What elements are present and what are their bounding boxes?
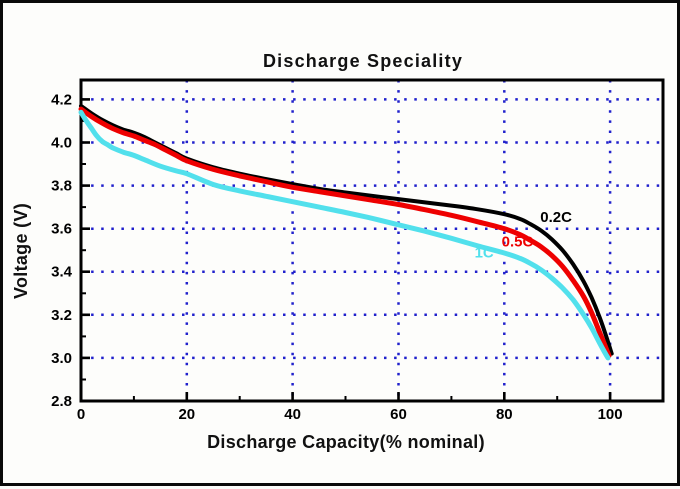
x-tick-label: 100 [598,406,623,423]
y-tick-label: 2.8 [51,393,72,410]
y-tick-labels: 2.8 3.0 3.2 3.4 3.6 3.8 4.0 4.2 [51,91,73,410]
y-tick-label: 3.4 [51,264,73,281]
series-curve-0.5C [78,106,612,359]
y-tick-label: 3.2 [51,307,72,324]
axis-ticks [79,98,612,403]
y-tick-label: 3.0 [51,350,72,367]
x-axis-label: Discharge Capacity(% nominal) [207,432,485,452]
x-tick-label: 20 [178,406,195,423]
series-label-0.5C: 0.5C [502,234,534,251]
x-tick-label: 60 [390,406,407,423]
y-tick-label: 3.8 [51,178,72,195]
x-tick-labels: 0 20 40 60 80 100 [77,406,623,423]
series-curve-1C [78,109,611,361]
series-annotations: 0.2C 0.5C 1C [475,209,573,261]
y-tick-label: 4.2 [51,91,72,108]
x-tick-label: 40 [284,406,301,423]
discharge-curve-chart: 0 20 40 60 80 100 2.8 3.0 3.2 3.4 3.6 3.8 4.0 4.2 0.… [11,51,665,452]
y-tick-label: 3.6 [51,221,72,238]
chart-title: Discharge Speciality [263,51,463,71]
series-label-1C: 1C [475,244,494,261]
y-tick-label: 4.0 [51,135,72,152]
x-tick-label: 80 [496,406,513,423]
series-label-0.2C: 0.2C [540,209,572,226]
x-tick-label: 0 [77,406,85,423]
y-axis-label: Voltage (V) [11,203,31,299]
series-curve-0.2C [79,103,614,356]
series-curves [78,103,614,361]
grid [81,80,663,401]
plot-border [79,78,665,403]
